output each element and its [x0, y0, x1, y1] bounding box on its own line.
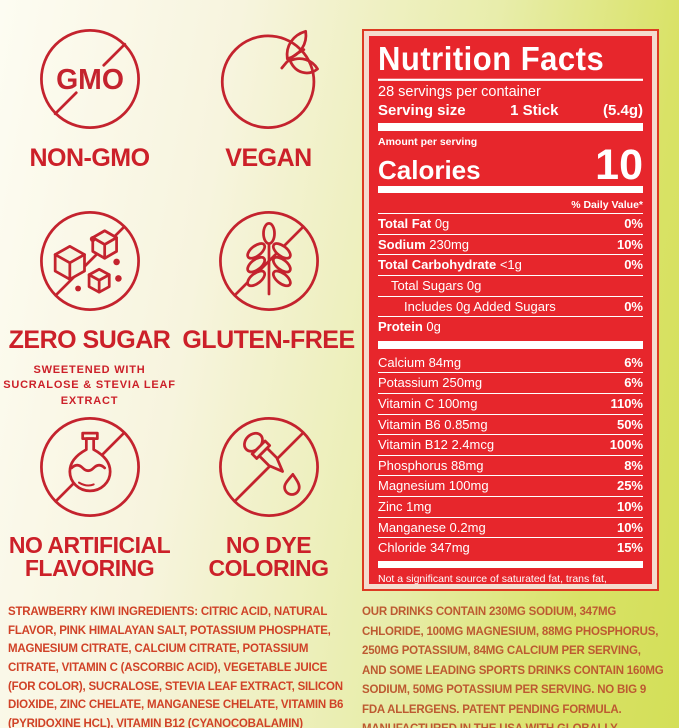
nutrient-row: Protein 0g — [378, 316, 643, 337]
nutrient-daily-value: 100% — [609, 437, 643, 453]
nutrient-name: Calcium 84mg — [378, 354, 462, 370]
nutrient-name: Manganese 0.2mg — [378, 519, 486, 535]
nutrient-daily-value: 0% — [624, 257, 643, 273]
badge-non-gmo: GMO NON-GMO — [0, 10, 179, 192]
serving-size-weight: (5.4g) — [602, 102, 643, 119]
zero-sugar-icon — [35, 206, 145, 321]
nutrient-daily-value: 50% — [616, 416, 643, 432]
nutrient-name: Sodium 230mg — [378, 236, 470, 252]
nutrient-name: Total Carbohydrate <1g — [378, 257, 522, 273]
amount-per-serving-label: Amount per serving — [378, 136, 478, 148]
nutrient-daily-value: 10% — [616, 519, 643, 535]
badge-no-artificial-flavoring: NO ARTIFICIAL FLAVORING — [0, 398, 179, 581]
nutrient-name: Phosphorus 88mg — [378, 457, 484, 473]
nutrient-row: Zinc 1mg 10% — [378, 495, 643, 517]
micro-nutrient-rows: Calcium 84mg 6% Potassium 250mg 6% Vitamin C… — [378, 353, 643, 558]
divider-thick — [378, 560, 643, 568]
nutrient-name: Vitamin C 100mg — [378, 396, 478, 411]
nutrient-daily-value: 8% — [624, 457, 643, 473]
nutrient-daily-value: 15% — [616, 540, 643, 556]
nutrient-name: Zinc 1mg — [378, 498, 432, 514]
svg-text:GMO: GMO — [56, 64, 124, 96]
claim-badges: GMO NON-GMO V VEGAN — [0, 10, 358, 581]
nutrient-row: Calcium 84mg 6% — [378, 353, 643, 373]
nutrient-row: Phosphorus 88mg 8% — [378, 454, 643, 476]
badge-no-dye-coloring: NO DYE COLORING — [179, 398, 358, 581]
nutrient-name: Total Fat 0g — [378, 216, 450, 232]
nutrient-daily-value: 6% — [624, 375, 643, 391]
vegan-icon: V — [214, 24, 324, 139]
badge-vegan: V VEGAN — [179, 10, 358, 192]
nutrition-facts-title: Nutrition Facts — [378, 42, 643, 81]
badge-label: NO ARTIFICIAL FLAVORING — [8, 532, 171, 582]
badge-label: GLUTEN-FREE — [182, 326, 355, 354]
badge-subtext: SWEETENED WITH SUCRALOSE & STEVIA LEAF E… — [3, 363, 176, 408]
serving-size-value: 1 Stick — [510, 102, 559, 119]
nutrient-row: Chloride 347mg 15% — [378, 537, 643, 558]
nutrient-row: Magnesium 100mg 25% — [378, 475, 643, 496]
nutrient-row: Total Sugars 0g — [378, 275, 643, 296]
nutrient-row: Sodium 230mg 10% — [378, 233, 643, 255]
ingredients-paragraph: STRAWBERRY KIWI INGREDIENTS: CITRIC ACID… — [8, 603, 356, 728]
nutrient-name: Vitamin B6 0.85mg — [378, 416, 488, 432]
nutrient-row: Vitamin B6 0.85mg 50% — [378, 413, 643, 435]
badge-label: VEGAN — [225, 144, 312, 172]
ingredients-text: CITRIC ACID, NATURAL FLAVOR, PINK HIMALA… — [8, 606, 344, 728]
nutrient-daily-value: 10% — [616, 498, 643, 514]
calories-value: 10 — [595, 141, 643, 189]
nutrition-facts-panel: Nutrition Facts 28 servings per containe… — [362, 29, 659, 591]
claims-paragraph: OUR DRINKS CONTAIN 230MG SODIUM, 347MG C… — [362, 606, 664, 728]
nutrient-daily-value: 110% — [610, 396, 643, 411]
badge-label: NO DYE COLORING — [208, 532, 329, 582]
daily-value-header: % Daily Value* — [571, 199, 643, 212]
nutrient-row: Potassium 250mg 6% — [378, 372, 643, 393]
divider-thick — [378, 123, 643, 131]
nutrient-daily-value: 25% — [616, 478, 643, 494]
nutrient-row: Total Fat 0g 0% — [378, 213, 643, 234]
nutrient-name: Protein 0g — [378, 319, 441, 335]
nutrient-name: Vitamin B12 2.4mcg — [378, 437, 495, 453]
calories-label: Calories — [378, 155, 481, 186]
non-gmo-icon: GMO — [35, 24, 145, 139]
ingredients-label: STRAWBERRY KIWI INGREDIENTS: — [8, 606, 198, 618]
nutrient-row: Vitamin C 100mg 110% — [378, 393, 643, 414]
badge-gluten-free: GLUTEN-FREE — [179, 192, 358, 398]
macro-nutrient-rows: Total Fat 0g 0% Sodium 230mg 10% Total Carbo… — [378, 213, 643, 337]
nutrient-name: Total Sugars 0g — [391, 278, 482, 294]
badge-label: ZERO SUGAR — [8, 326, 171, 354]
badge-zero-sugar: ZERO SUGAR SWEETENED WITH SUCRALOSE & ST… — [0, 192, 179, 407]
nutrient-daily-value: 6% — [624, 354, 643, 370]
divider-thick — [378, 186, 643, 194]
nutrient-row: Includes 0g Added Sugars 0% — [378, 295, 643, 317]
nutrient-daily-value: 10% — [616, 236, 643, 252]
calories-row: Calories 10 — [378, 141, 643, 189]
serving-size-label: Serving size — [378, 102, 466, 119]
gluten-free-icon — [214, 206, 324, 321]
nutrient-daily-value: 0% — [624, 298, 643, 314]
nutrient-daily-value: 0% — [624, 216, 643, 232]
serving-size-row: Serving size 1 Stick (5.4g) — [378, 102, 643, 119]
dropper-icon — [214, 412, 324, 527]
servings-per-container: 28 servings per container — [378, 84, 541, 100]
nutrient-name: Magnesium 100mg — [378, 478, 489, 494]
flask-icon — [35, 412, 145, 527]
badge-label: NON-GMO — [29, 144, 150, 172]
nutrient-row: Vitamin B12 2.4mcg 100% — [378, 434, 643, 455]
nutrient-name: Potassium 250mg — [378, 375, 483, 391]
nutrient-name: Includes 0g Added Sugars — [404, 298, 556, 314]
nutrient-row: Manganese 0.2mg 10% — [378, 516, 643, 538]
nutrient-name: Chloride 347mg — [378, 540, 470, 556]
insignificant-note: Not a significant source of saturated fa… — [378, 572, 607, 584]
divider-thick — [378, 340, 643, 349]
nutrient-row: Total Carbohydrate <1g 0% — [378, 254, 643, 275]
